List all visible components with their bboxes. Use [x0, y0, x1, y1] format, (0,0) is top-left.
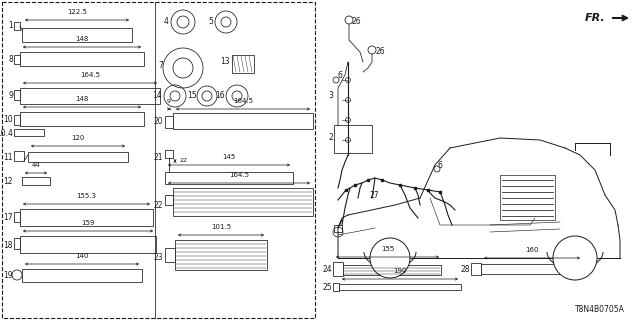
Bar	[165, 195, 173, 205]
Text: 160: 160	[525, 247, 539, 253]
Text: 2: 2	[328, 133, 333, 142]
Bar	[339, 284, 461, 290]
Bar	[173, 113, 313, 129]
Bar	[20, 209, 153, 226]
Text: 148: 148	[76, 36, 89, 42]
Text: 190: 190	[393, 268, 407, 274]
Bar	[175, 240, 267, 270]
Bar	[20, 88, 160, 104]
Bar	[165, 150, 173, 158]
Text: 5: 5	[208, 18, 213, 27]
Text: 159: 159	[81, 220, 95, 226]
Text: 9: 9	[167, 99, 171, 104]
Text: 155: 155	[381, 246, 394, 252]
Bar	[22, 269, 142, 282]
Text: 145: 145	[222, 154, 236, 160]
Text: 122.5: 122.5	[67, 9, 87, 15]
Text: 26: 26	[375, 47, 385, 57]
Bar	[14, 115, 20, 125]
Bar	[333, 283, 339, 291]
Text: 12: 12	[3, 178, 13, 187]
Bar	[165, 248, 175, 262]
Text: 140: 140	[76, 253, 89, 259]
Text: 25: 25	[323, 284, 332, 292]
Text: 11: 11	[3, 154, 13, 163]
Text: 164.5: 164.5	[80, 72, 100, 78]
Bar	[2, 2, 315, 318]
Bar	[14, 151, 24, 161]
Bar	[334, 225, 342, 232]
Bar	[14, 238, 20, 249]
Text: 22: 22	[179, 158, 187, 164]
Text: 13: 13	[220, 58, 230, 67]
Text: 1: 1	[8, 21, 13, 30]
Bar	[22, 177, 50, 185]
Text: 14: 14	[152, 92, 162, 100]
Bar	[481, 264, 583, 274]
Text: 7: 7	[158, 60, 163, 69]
Text: 17: 17	[3, 213, 13, 222]
Text: 20: 20	[154, 117, 163, 126]
Text: 6: 6	[438, 161, 443, 170]
Bar	[14, 212, 20, 222]
Circle shape	[553, 236, 597, 280]
Bar	[165, 116, 173, 128]
Text: 164.5: 164.5	[233, 98, 253, 104]
Text: 16: 16	[216, 92, 225, 100]
Bar	[334, 125, 372, 153]
Text: 9: 9	[8, 92, 13, 100]
Bar	[20, 236, 156, 253]
Text: 3: 3	[328, 91, 333, 100]
Text: 19: 19	[3, 270, 13, 279]
Bar	[14, 22, 20, 30]
Text: 155.3: 155.3	[77, 193, 97, 199]
Bar	[14, 90, 20, 100]
Text: 6: 6	[337, 71, 342, 81]
Text: 101.5: 101.5	[211, 224, 231, 230]
Text: 21: 21	[154, 154, 163, 163]
Bar	[22, 28, 132, 42]
Bar	[333, 262, 343, 276]
Bar	[343, 265, 441, 275]
Text: 164.5: 164.5	[229, 172, 249, 178]
Text: 28: 28	[461, 266, 470, 275]
Text: 8: 8	[8, 55, 13, 65]
Bar	[28, 152, 128, 162]
Text: 24: 24	[323, 266, 332, 275]
Text: 10.4: 10.4	[0, 129, 13, 138]
Text: 4: 4	[163, 18, 168, 27]
Bar	[500, 175, 555, 220]
Bar	[14, 55, 20, 64]
Bar	[20, 52, 144, 66]
Circle shape	[370, 238, 410, 278]
Text: 18: 18	[3, 241, 13, 250]
Bar	[14, 129, 44, 136]
Text: 22: 22	[154, 201, 163, 210]
Bar	[20, 112, 144, 126]
Bar	[471, 263, 481, 275]
Text: FR.: FR.	[585, 13, 606, 23]
Text: 26: 26	[352, 18, 362, 27]
Bar	[232, 55, 254, 73]
Text: 15: 15	[188, 92, 197, 100]
Text: T8N4B0705A: T8N4B0705A	[575, 305, 625, 314]
Bar	[165, 172, 293, 184]
Bar	[173, 188, 313, 216]
Text: 27: 27	[370, 191, 380, 201]
Text: 148: 148	[76, 96, 89, 102]
Text: 23: 23	[154, 253, 163, 262]
Text: 120: 120	[71, 135, 84, 141]
Text: 10: 10	[3, 116, 13, 124]
Text: 44: 44	[31, 162, 40, 168]
